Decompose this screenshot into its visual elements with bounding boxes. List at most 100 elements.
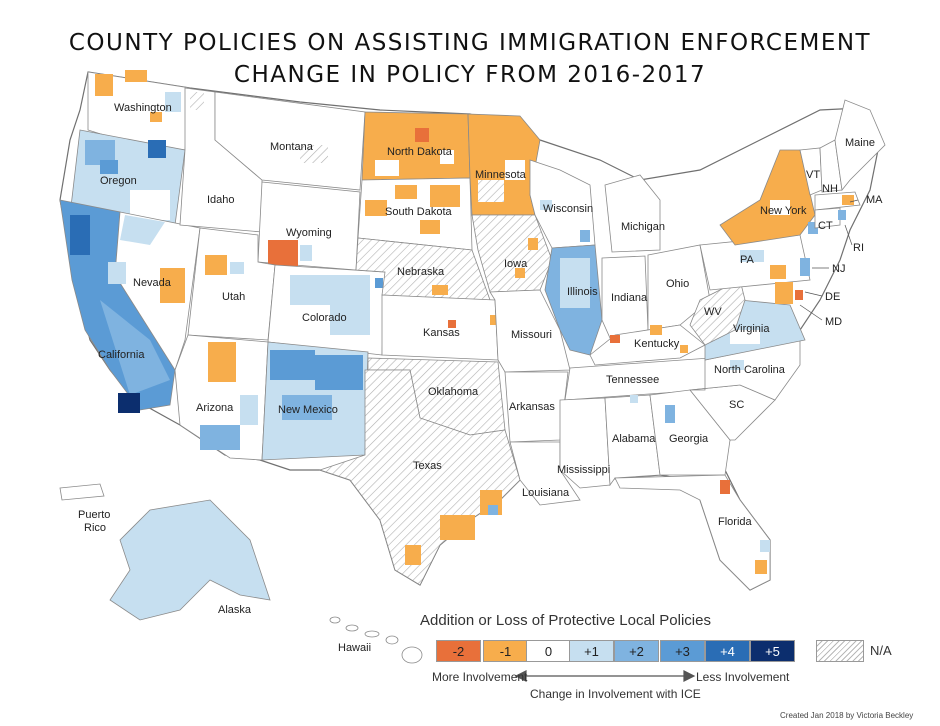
county-patch — [770, 200, 790, 215]
label-oklahoma: Oklahoma — [428, 386, 479, 398]
county-patch — [95, 74, 113, 96]
legend-arrow — [514, 670, 696, 682]
label-new-york: New York — [760, 205, 807, 217]
county-patch — [720, 480, 730, 494]
label-arizona: Arizona — [196, 402, 234, 414]
label-delaware: DE — [825, 291, 840, 303]
county-patch — [160, 268, 185, 303]
label-idaho: Idaho — [207, 194, 235, 206]
label-alaska: Alaska — [218, 604, 252, 616]
county-patch — [515, 268, 525, 278]
state-new-york — [719, 149, 816, 246]
map-title-line-2: CHANGE IN POLICY FROM 2016-2017 — [233, 62, 707, 88]
map-title-line-1: COUNTY POLICIES ON ASSISTING IMMIGRATION… — [68, 30, 872, 56]
state-mississippi — [559, 397, 611, 489]
county-patch — [375, 160, 399, 176]
label-utah: Utah — [222, 291, 245, 303]
county-patch — [665, 405, 675, 423]
county-patch — [315, 355, 363, 390]
county-patch — [730, 360, 744, 370]
county-patch — [205, 255, 227, 275]
county-patch — [365, 200, 387, 216]
label-alabama: Alabama — [612, 433, 656, 445]
county-patch — [610, 335, 620, 343]
label-connecticut: CT — [818, 220, 833, 232]
county-patch — [415, 128, 429, 142]
legend-more-involvement: More Involvement — [432, 670, 528, 684]
state-michigan — [604, 174, 661, 253]
county-patch — [478, 180, 504, 202]
legend-swatch-plus5: +5 — [750, 640, 795, 662]
label-new-hampshire: NH — [822, 183, 838, 195]
county-patch — [440, 515, 475, 540]
credit-line: Created Jan 2018 by Victoria Beckley — [780, 711, 914, 720]
label-new-mexico: New Mexico — [278, 404, 338, 416]
legend-na-label: N/A — [870, 643, 892, 658]
county-patch — [680, 345, 688, 353]
county-patch — [270, 350, 315, 380]
label-vermont: VT — [806, 169, 820, 181]
state-alaska — [109, 499, 271, 621]
label-wisconsin: Wisconsin — [543, 203, 593, 215]
county-patch — [230, 262, 244, 274]
label-minnesota: Minnesota — [475, 169, 527, 181]
county-patch — [118, 393, 140, 413]
state-missouri — [489, 289, 571, 373]
label-georgia: Georgia — [669, 433, 709, 445]
county-patch — [200, 425, 240, 450]
county-patch — [282, 395, 332, 420]
county-patch — [540, 200, 552, 210]
label-florida: Florida — [718, 516, 753, 528]
county-patch — [808, 222, 818, 234]
legend-axis-label: Change in Involvement with ICE — [530, 687, 701, 701]
legend-swatch-plus4: +4 — [705, 640, 750, 662]
county-patch — [630, 395, 638, 403]
label-nebraska: Nebraska — [397, 266, 445, 278]
county-patch — [795, 290, 803, 300]
county-patch — [100, 300, 170, 395]
county-patch — [125, 70, 147, 82]
county-patch — [490, 315, 498, 325]
county-patch — [300, 245, 312, 261]
legend-title: Addition or Loss of Protective Local Pol… — [420, 612, 711, 629]
label-hawaii: Hawaii — [338, 642, 371, 654]
county-patch — [420, 220, 440, 234]
legend-swatch-minus1: -1 — [483, 640, 528, 662]
county-patch — [448, 320, 456, 328]
label-indiana: Indiana — [611, 292, 648, 304]
legend-swatch-minus2: -2 — [436, 640, 481, 662]
label-south-carolina: SC — [729, 399, 744, 411]
county-patch — [755, 560, 767, 574]
county-patch — [240, 395, 258, 425]
label-kansas: Kansas — [423, 327, 460, 339]
legend-swatch-zero: 0 — [526, 640, 571, 662]
county-patch — [560, 258, 590, 308]
label-south-dakota: South Dakota — [385, 206, 453, 218]
label-west-virginia: WV — [704, 306, 722, 318]
county-patch — [770, 265, 786, 279]
label-puerto-rico-line1: Puerto — [78, 509, 110, 521]
label-maryland: MD — [825, 316, 842, 328]
county-patch — [108, 262, 126, 284]
label-arkansas: Arkansas — [509, 401, 555, 413]
label-mississippi: Mississippi — [557, 464, 610, 476]
county-patch — [395, 185, 417, 199]
legend-swatch-plus1: +1 — [569, 640, 614, 662]
county-patch — [100, 160, 118, 174]
county-patch — [430, 185, 460, 207]
legend-swatch-na — [816, 640, 864, 662]
county-patch — [268, 240, 298, 266]
label-texas: Texas — [413, 460, 442, 472]
county-patch — [150, 112, 162, 122]
county-patch — [405, 545, 421, 565]
label-california: California — [98, 349, 145, 361]
state-florida — [614, 474, 771, 591]
state-connecticut — [814, 207, 841, 229]
county-patch — [208, 342, 236, 382]
county-patch — [650, 325, 662, 335]
county-patch — [800, 258, 810, 276]
county-patch — [148, 140, 166, 158]
county-patch — [730, 330, 760, 344]
state-hawaii — [329, 616, 423, 664]
